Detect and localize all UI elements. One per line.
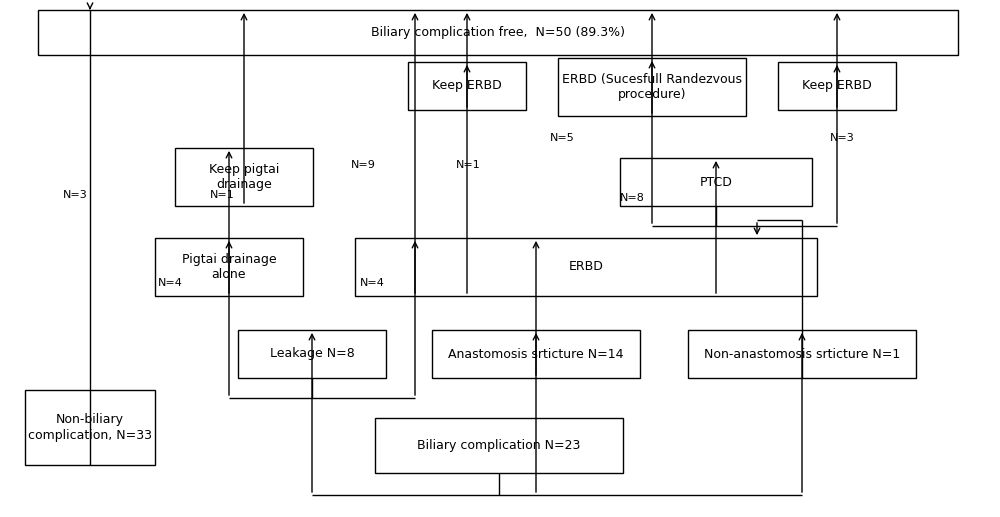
Text: N=1: N=1 bbox=[210, 190, 234, 200]
FancyBboxPatch shape bbox=[432, 330, 640, 378]
Text: Non-biliary
complication, N=33: Non-biliary complication, N=33 bbox=[28, 414, 152, 442]
Text: Keep pigtai
drainage: Keep pigtai drainage bbox=[209, 163, 279, 191]
FancyBboxPatch shape bbox=[355, 238, 817, 296]
Text: Leakage N=8: Leakage N=8 bbox=[270, 347, 354, 360]
FancyBboxPatch shape bbox=[558, 58, 746, 116]
Text: N=3: N=3 bbox=[63, 190, 87, 200]
Text: PTCD: PTCD bbox=[700, 175, 732, 189]
Text: N=8: N=8 bbox=[620, 193, 644, 203]
Text: ERBD (Sucesfull Randezvous
procedure): ERBD (Sucesfull Randezvous procedure) bbox=[562, 73, 742, 101]
FancyBboxPatch shape bbox=[25, 390, 155, 465]
FancyBboxPatch shape bbox=[620, 158, 812, 206]
Text: ERBD: ERBD bbox=[569, 261, 603, 273]
Text: Biliary complication N=23: Biliary complication N=23 bbox=[417, 439, 581, 452]
Text: N=3: N=3 bbox=[830, 133, 854, 143]
Text: Keep ERBD: Keep ERBD bbox=[432, 80, 502, 93]
Text: N=5: N=5 bbox=[550, 133, 574, 143]
Text: Biliary complication free,  N=50 (89.3%): Biliary complication free, N=50 (89.3%) bbox=[371, 26, 625, 39]
FancyBboxPatch shape bbox=[175, 148, 313, 206]
Text: N=9: N=9 bbox=[351, 160, 375, 170]
Text: Non-anastomosis srticture N=1: Non-anastomosis srticture N=1 bbox=[704, 347, 900, 360]
Text: N=4: N=4 bbox=[360, 278, 385, 288]
FancyBboxPatch shape bbox=[778, 62, 896, 110]
Text: Keep ERBD: Keep ERBD bbox=[802, 80, 872, 93]
FancyBboxPatch shape bbox=[375, 418, 623, 473]
FancyBboxPatch shape bbox=[155, 238, 303, 296]
Text: N=4: N=4 bbox=[158, 278, 183, 288]
Text: N=1: N=1 bbox=[456, 160, 480, 170]
FancyBboxPatch shape bbox=[38, 10, 958, 55]
Text: Anastomosis srticture N=14: Anastomosis srticture N=14 bbox=[448, 347, 624, 360]
FancyBboxPatch shape bbox=[238, 330, 386, 378]
FancyBboxPatch shape bbox=[408, 62, 526, 110]
Text: Pigtai drainage
alone: Pigtai drainage alone bbox=[182, 253, 276, 281]
FancyBboxPatch shape bbox=[688, 330, 916, 378]
